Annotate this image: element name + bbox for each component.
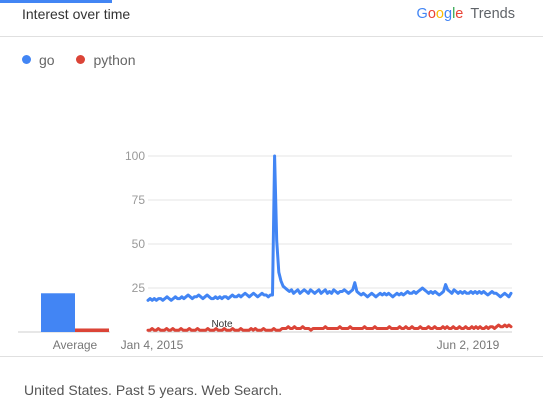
chart-header: Interest over time Google Trends bbox=[0, 0, 543, 37]
brand-letter: l bbox=[452, 6, 456, 22]
brand-suffix: Trends bbox=[470, 6, 515, 22]
y-tick-label: 75 bbox=[132, 193, 146, 207]
average-bar-python bbox=[75, 328, 109, 332]
y-tick-label: 25 bbox=[132, 281, 146, 295]
legend-dot-python bbox=[76, 55, 86, 64]
y-tick-label: 50 bbox=[132, 237, 146, 251]
average-label: Average bbox=[53, 338, 98, 352]
y-tick-label: 100 bbox=[125, 149, 145, 163]
series-line-go bbox=[146, 154, 513, 302]
x-tick-label: Jun 2, 2019 bbox=[437, 338, 500, 352]
legend-item-go[interactable]: go bbox=[22, 52, 55, 68]
footer-caption: United States. Past 5 years. Web Search. bbox=[24, 382, 283, 398]
brand-letter: G bbox=[416, 6, 428, 22]
google-trends-logo: Google Trends bbox=[417, 6, 515, 22]
footer-divider bbox=[0, 356, 543, 357]
legend-label-python: python bbox=[93, 52, 136, 68]
average-bar-go bbox=[41, 293, 75, 332]
x-tick-label: Jan 4, 2015 bbox=[121, 338, 184, 352]
active-tab-indicator bbox=[0, 0, 112, 3]
brand-letter: o bbox=[435, 6, 444, 22]
brand-wordmark: Google bbox=[417, 6, 468, 22]
brand-letter: e bbox=[455, 6, 464, 22]
legend-label-go: go bbox=[39, 52, 55, 68]
brand-letter: o bbox=[427, 6, 436, 22]
annotation-note: Note bbox=[211, 319, 233, 330]
series-line-python bbox=[146, 323, 513, 332]
legend: go python bbox=[22, 52, 154, 68]
legend-item-python[interactable]: python bbox=[76, 52, 136, 68]
legend-dot-go bbox=[22, 55, 31, 64]
trends-chart: 25 50 75 100 Average Note Jan 4, 2015 Jun 2, 20… bbox=[18, 149, 513, 352]
brand-letter: g bbox=[443, 6, 453, 22]
chart-title: Interest over time bbox=[22, 6, 131, 22]
